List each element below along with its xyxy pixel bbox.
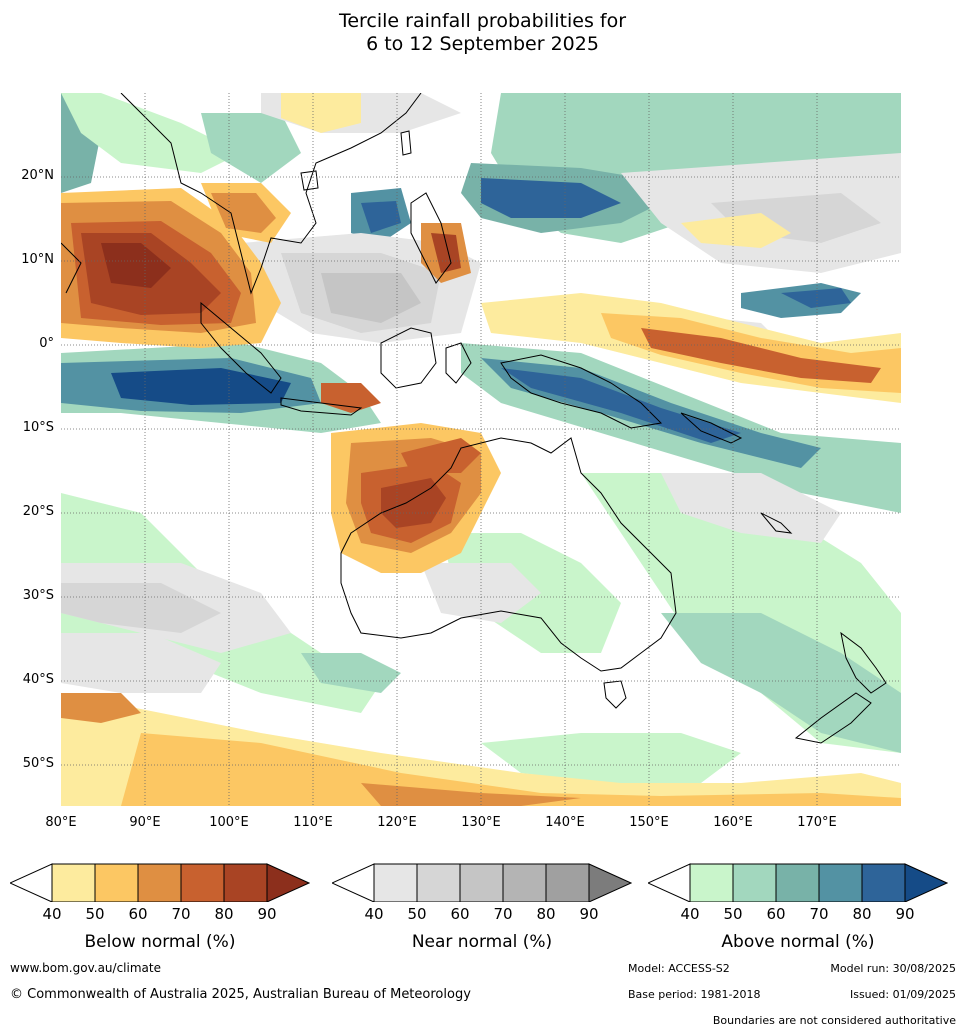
colorbar-above-normal bbox=[648, 863, 948, 902]
coastlines bbox=[61, 93, 887, 744]
rainfall-probability-map bbox=[61, 93, 901, 806]
above-tick-40: 40 bbox=[680, 905, 700, 923]
colorbar-segment bbox=[818, 863, 863, 902]
title-line-1: Tercile rainfall probabilities for bbox=[338, 10, 627, 32]
above-tick-50: 50 bbox=[723, 905, 743, 923]
colorbar-segment bbox=[861, 863, 906, 902]
map-canvas bbox=[61, 93, 901, 806]
colorbar-segment bbox=[137, 863, 182, 902]
taiwan-outline bbox=[400, 130, 412, 156]
below-tick-70: 70 bbox=[171, 905, 191, 923]
colorbar-segment bbox=[223, 863, 268, 902]
colorbar-segment bbox=[502, 863, 547, 902]
colorbar-segment bbox=[648, 863, 691, 902]
lat-label-40s: 40°S bbox=[22, 672, 54, 687]
colorbar-segment bbox=[332, 863, 375, 902]
colorbar-near-normal bbox=[332, 863, 632, 902]
java-outline bbox=[280, 397, 363, 416]
base-period: Base period: 1981-2018 bbox=[628, 988, 761, 1001]
sulawesi-outline bbox=[445, 342, 472, 384]
colorbar-segment bbox=[459, 863, 504, 902]
below-tick-50: 50 bbox=[85, 905, 105, 923]
colorbar-segment bbox=[180, 863, 225, 902]
near-tick-70: 70 bbox=[493, 905, 513, 923]
sumatra-outline bbox=[200, 301, 282, 394]
above-normal-label: Above normal (%) bbox=[721, 932, 875, 952]
near-tick-90: 90 bbox=[579, 905, 599, 923]
colorbar-segment bbox=[545, 863, 590, 902]
colorbar-segment bbox=[373, 863, 418, 902]
below-tick-80: 80 bbox=[214, 905, 234, 923]
new-zealand-south bbox=[794, 692, 872, 744]
below-tick-90: 90 bbox=[257, 905, 277, 923]
tasmania-outline bbox=[603, 680, 627, 709]
colorbar-segment bbox=[416, 863, 461, 902]
title-line-2: 6 to 12 September 2025 bbox=[366, 33, 599, 55]
above-tick-90: 90 bbox=[895, 905, 915, 923]
colorbar-segment bbox=[732, 863, 777, 902]
above-tick-60: 60 bbox=[766, 905, 786, 923]
lat-label-20n: 20°N bbox=[21, 168, 54, 183]
lat-label-20s: 20°S bbox=[22, 504, 54, 519]
new-guinea-outline bbox=[500, 354, 663, 429]
below-tick-40: 40 bbox=[42, 905, 62, 923]
solomons-outline bbox=[680, 412, 743, 444]
colorbar-segment bbox=[775, 863, 820, 902]
model-name: Model: ACCESS-S2 bbox=[628, 962, 730, 975]
lon-label-120e: 120°E bbox=[377, 815, 417, 830]
lat-label-0: 0° bbox=[39, 336, 54, 351]
above-tick-70: 70 bbox=[809, 905, 829, 923]
colorbar-below-normal bbox=[10, 863, 310, 902]
lat-label-50s: 50°S bbox=[22, 756, 54, 771]
australia-outline bbox=[340, 437, 677, 672]
lon-label-110e: 110°E bbox=[293, 815, 333, 830]
near-tick-60: 60 bbox=[450, 905, 470, 923]
colorbar-segment bbox=[588, 863, 632, 902]
mainland-asia-outline bbox=[120, 93, 422, 295]
new-zealand-north bbox=[840, 631, 887, 694]
below-normal-label: Below normal (%) bbox=[84, 932, 236, 952]
website-link[interactable]: www.bom.gov.au/climate bbox=[10, 961, 161, 975]
new-caledonia-outline bbox=[760, 512, 793, 534]
near-tick-80: 80 bbox=[536, 905, 556, 923]
colorbar-segment bbox=[904, 863, 948, 902]
near-tick-40: 40 bbox=[364, 905, 384, 923]
lon-label-100e: 100°E bbox=[209, 815, 249, 830]
lon-label-90e: 90°E bbox=[129, 815, 161, 830]
philippines-outline bbox=[410, 192, 452, 284]
lon-label-140e: 140°E bbox=[545, 815, 585, 830]
colorbar-segment bbox=[51, 863, 96, 902]
near-normal-label: Near normal (%) bbox=[411, 932, 553, 952]
near-tick-50: 50 bbox=[407, 905, 427, 923]
issued-date: Issued: 01/09/2025 bbox=[849, 988, 956, 1001]
lon-label-150e: 150°E bbox=[629, 815, 669, 830]
gridlines bbox=[61, 93, 901, 806]
lat-label-10s: 10°S bbox=[22, 420, 54, 435]
lon-label-170e: 170°E bbox=[797, 815, 837, 830]
above-tick-80: 80 bbox=[852, 905, 872, 923]
colorbar-segment bbox=[266, 863, 310, 902]
colorbar-segment bbox=[94, 863, 139, 902]
borneo-outline bbox=[380, 327, 437, 389]
map-title: Tercile rainfall probabilities for 6 to … bbox=[0, 10, 965, 56]
lon-label-160e: 160°E bbox=[713, 815, 753, 830]
copyright-notice: © Commonwealth of Australia 2025, Austra… bbox=[10, 987, 471, 1002]
colorbar-segment bbox=[689, 863, 734, 902]
hainan-outline bbox=[300, 170, 319, 191]
lat-label-10n: 10°N bbox=[21, 252, 54, 267]
lon-label-130e: 130°E bbox=[461, 815, 501, 830]
below-tick-60: 60 bbox=[128, 905, 148, 923]
india-outline bbox=[61, 242, 82, 294]
colorbar-segment bbox=[10, 863, 53, 902]
model-run-date: Model run: 30/08/2025 bbox=[830, 962, 956, 975]
lat-label-30s: 30°S bbox=[22, 588, 54, 603]
boundaries-disclaimer: Boundaries are not considered authoritat… bbox=[712, 1014, 956, 1027]
lon-label-80e: 80°E bbox=[45, 815, 77, 830]
